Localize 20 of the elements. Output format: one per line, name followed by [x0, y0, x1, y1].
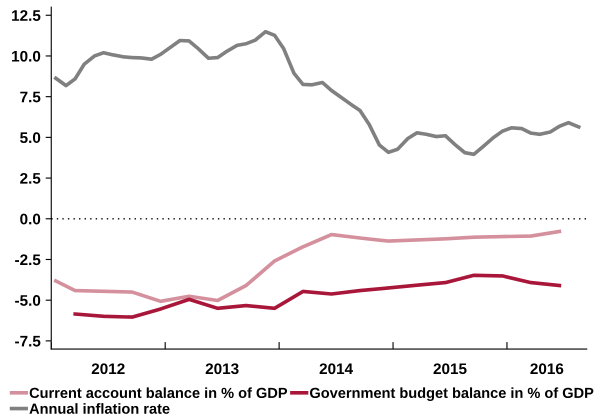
legend-label: Annual inflation rate [29, 403, 170, 414]
legend-label: Current account balance in % of GDP [30, 387, 288, 398]
y-tick-label: -2.5 [15, 254, 40, 266]
x-tick-label: 2012 [92, 363, 125, 374]
x-tick-label: 2016 [530, 363, 564, 374]
y-tick-label: 0.0 [20, 214, 40, 224]
x-tick-label: 2014 [320, 363, 353, 374]
y-tick-label: -7.5 [15, 336, 40, 347]
y-tick-label: 2.5 [20, 172, 40, 184]
x-tick-label: 2013 [206, 363, 239, 374]
legend-label: Government budget balance in % of GDP [310, 387, 594, 401]
y-tick-label: 7.5 [20, 92, 40, 102]
y-tick-label: 10.0 [12, 50, 40, 62]
y-tick-label: -5.0 [15, 295, 40, 306]
line-series [73, 273, 562, 319]
x-tick-label: 2015 [434, 363, 467, 374]
y-tick-label: 12.5 [12, 10, 40, 21]
y-tick-label: 5.0 [20, 132, 40, 144]
line-series [54, 30, 581, 156]
line-series [54, 230, 562, 304]
